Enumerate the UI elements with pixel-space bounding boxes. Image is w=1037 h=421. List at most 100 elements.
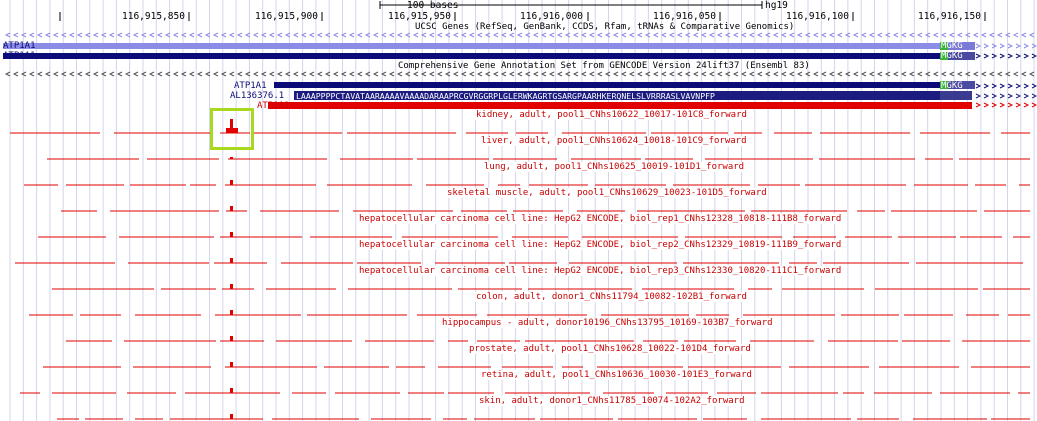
- strand-arrow: [164, 71, 171, 77]
- strand-arrow: [900, 71, 907, 77]
- strand-arrow: [999, 83, 1006, 89]
- strand-arrow: [724, 32, 731, 38]
- strand-arrow: [820, 71, 827, 77]
- ucsc-gene-label[interactable]: ATP1A1: [3, 51, 36, 61]
- strand-arrow: [844, 71, 851, 77]
- strand-arrow: [652, 71, 659, 77]
- ruler-tick-label: 116,915,850: [122, 11, 185, 22]
- strand-arrow: [508, 71, 515, 77]
- ucsc-gene-label[interactable]: ATP1A1: [3, 41, 36, 51]
- strand-arrow: [1015, 53, 1022, 59]
- strand-arrow: [772, 71, 779, 77]
- gencode-track-title: Comprehensive Gene Annotation Set from G…: [398, 61, 810, 71]
- strand-arrow: [108, 71, 115, 77]
- strand-arrow: [356, 32, 363, 38]
- gencode-aa-end: [940, 91, 972, 100]
- strand-arrow: [991, 83, 998, 89]
- strand-arrow: [956, 71, 963, 77]
- strand-arrow: [12, 32, 19, 38]
- strand-arrow: [516, 71, 523, 77]
- strand-arrow: [468, 32, 475, 38]
- strand-arrow: [980, 32, 987, 38]
- strand-arrow: [636, 32, 643, 38]
- strand-arrow: [692, 32, 699, 38]
- strand-arrow: [324, 32, 331, 38]
- strand-arrow: [1007, 83, 1014, 89]
- strand-arrow: [876, 71, 883, 77]
- strand-arrow: [1023, 102, 1030, 108]
- strand-arrow: [172, 32, 179, 38]
- strand-arrow: [260, 71, 267, 77]
- strand-arrow: [684, 32, 691, 38]
- strand-arrow: [188, 32, 195, 38]
- strand-arrow: [524, 32, 531, 38]
- strand-arrow: [1015, 93, 1022, 99]
- strand-arrow: [452, 32, 459, 38]
- amino-acid-sequence: LAAAPPPPCTAVATAARAAAAVAAAADARAAPRCGVRGGR…: [296, 91, 715, 101]
- strand-arrow: [148, 71, 155, 77]
- strand-arrow: [556, 32, 563, 38]
- gencode-gene-bar: [268, 102, 972, 109]
- strand-arrow: [4, 71, 11, 77]
- strand-arrow: [396, 32, 403, 38]
- strand-arrow: [444, 71, 451, 77]
- strand-arrow: [1031, 53, 1037, 59]
- strand-arrow: [300, 32, 307, 38]
- cage-track-label: hepatocellular carcinoma cell line: HepG…: [358, 214, 843, 224]
- strand-arrow: [292, 71, 299, 77]
- strand-arrow: [420, 71, 427, 77]
- strand-arrow: [172, 71, 179, 77]
- strand-arrow: [1031, 43, 1037, 49]
- gencode-gene-label[interactable]: ATP1A1: [234, 81, 267, 91]
- strand-arrow: [991, 53, 998, 59]
- strand-arrow: [1007, 43, 1014, 49]
- strand-arrow: [884, 71, 891, 77]
- strand-arrow: [940, 32, 947, 38]
- strand-arrow: [92, 71, 99, 77]
- strand-arrow: [284, 71, 291, 77]
- strand-arrow: [908, 71, 915, 77]
- strand-arrow: [292, 32, 299, 38]
- cage-track-label: hepatocellular carcinoma cell line: HepG…: [358, 266, 843, 276]
- strand-arrow: [740, 32, 747, 38]
- gencode-gene-label[interactable]: ATP1A1: [257, 101, 290, 111]
- strand-arrow: [420, 32, 427, 38]
- strand-arrow: [84, 32, 91, 38]
- strand-arrow: [852, 71, 859, 77]
- strand-arrow: [108, 32, 115, 38]
- cage-peak: [230, 414, 233, 419]
- strand-arrow: [924, 71, 931, 77]
- strand-arrow: [212, 71, 219, 77]
- strand-arrow: [476, 32, 483, 38]
- strand-arrow: [975, 43, 982, 49]
- strand-arrow: [284, 32, 291, 38]
- start-codon: [940, 52, 948, 60]
- strand-arrow: [404, 71, 411, 77]
- strand-arrow: [700, 32, 707, 38]
- cage-peak: [230, 180, 233, 185]
- strand-arrow: [52, 71, 59, 77]
- strand-arrow: [252, 71, 259, 77]
- strand-arrow: [204, 32, 211, 38]
- strand-arrow: [260, 32, 267, 38]
- strand-arrow: [196, 71, 203, 77]
- strand-arrow: [588, 32, 595, 38]
- strand-arrow: [692, 71, 699, 77]
- strand-arrow: [668, 32, 675, 38]
- strand-arrow: [868, 71, 875, 77]
- ruler-tick-label: 116,916,000: [520, 11, 583, 22]
- strand-arrow: [780, 32, 787, 38]
- strand-arrow: [580, 71, 587, 77]
- strand-arrow: [684, 71, 691, 77]
- gencode-gene-label[interactable]: AL136376.1: [230, 91, 285, 101]
- strand-arrow: [644, 32, 651, 38]
- strand-arrow: [1012, 32, 1019, 38]
- strand-arrow: [1004, 32, 1011, 38]
- strand-arrow: [140, 32, 147, 38]
- strand-arrow: [364, 71, 371, 77]
- strand-arrow: [1020, 32, 1027, 38]
- start-codon: [940, 81, 948, 89]
- strand-arrow: [764, 32, 771, 38]
